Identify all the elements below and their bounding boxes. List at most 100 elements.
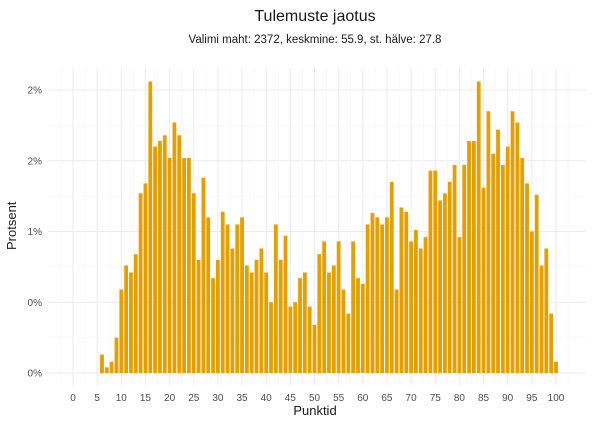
bar [351, 241, 356, 373]
bar [138, 193, 143, 373]
bar [191, 193, 196, 373]
bar [515, 122, 520, 373]
bar [331, 265, 336, 373]
bar [399, 207, 404, 373]
bar [235, 224, 240, 373]
x-tick-label: 95 [526, 393, 538, 404]
bar [167, 157, 172, 373]
bar [505, 146, 510, 373]
bar [288, 306, 293, 373]
x-tick-label: 90 [502, 393, 514, 404]
bar [389, 181, 394, 373]
x-axis-ticks: 0 5 10 15 20 25 30 35 40 45 50 55 60 65 70 75 80 85 90 95 10… [70, 393, 565, 404]
bar [225, 224, 230, 373]
bar [273, 224, 278, 373]
x-tick-label: 25 [188, 393, 200, 404]
bar [158, 140, 162, 373]
x-tick-label: 60 [357, 393, 369, 404]
bar [491, 153, 496, 373]
bar [133, 254, 138, 373]
bar [360, 283, 365, 373]
bar [447, 181, 452, 373]
bar [264, 272, 269, 373]
bar [124, 265, 129, 373]
bar [312, 324, 317, 373]
bar [244, 265, 249, 373]
bar [544, 248, 549, 373]
bar [462, 164, 467, 373]
bar [471, 140, 476, 373]
bar [100, 354, 104, 373]
x-axis-label: Punktid [293, 403, 337, 418]
bar [481, 187, 486, 373]
bar [182, 157, 187, 373]
bar [278, 259, 283, 373]
bar [201, 177, 206, 373]
x-tick-label: 10 [116, 393, 128, 404]
bar [302, 272, 307, 373]
bar [240, 217, 244, 373]
bar [500, 164, 505, 373]
bar [104, 367, 109, 373]
bar [206, 217, 211, 373]
bar [153, 146, 158, 373]
x-tick-label: 5 [94, 393, 100, 404]
bar [172, 122, 177, 373]
bars [100, 81, 558, 373]
y-tick-label: 2% [28, 86, 43, 97]
bar [327, 272, 331, 373]
bar [254, 259, 259, 373]
bar [486, 111, 491, 373]
y-tick-label: 0% [28, 369, 43, 380]
bar [162, 135, 167, 373]
bar [409, 241, 414, 373]
x-tick-label: 100 [548, 393, 565, 404]
x-tick-label: 85 [478, 393, 490, 404]
y-tick-label: 2% [28, 156, 43, 167]
bar [394, 289, 399, 373]
bar [467, 140, 471, 373]
bar [215, 259, 220, 373]
x-tick-label: 40 [261, 393, 273, 404]
bar [404, 211, 409, 373]
x-tick-label: 35 [236, 393, 248, 404]
bar [341, 289, 346, 373]
bar [452, 164, 457, 373]
bar [539, 265, 544, 373]
bar [380, 224, 385, 373]
bar [496, 129, 500, 373]
x-tick-label: 55 [333, 393, 345, 404]
bar [476, 81, 481, 373]
x-tick-label: 70 [406, 393, 418, 404]
bar [554, 361, 558, 373]
bar [423, 237, 428, 373]
bar [529, 231, 534, 373]
x-tick-label: 75 [430, 393, 442, 404]
x-tick-label: 50 [309, 393, 321, 404]
x-tick-label: 45 [285, 393, 297, 404]
x-tick-label: 20 [164, 393, 176, 404]
y-axis-ticks: 0% 0% 1% 2% 2% [28, 86, 43, 380]
bar [114, 337, 119, 373]
y-tick-label: 1% [28, 227, 43, 238]
bar [187, 157, 191, 373]
bar [375, 217, 380, 373]
y-tick-label: 0% [28, 298, 43, 309]
bar [356, 278, 360, 373]
bar [322, 241, 327, 373]
x-tick-label: 15 [140, 393, 152, 404]
bar [230, 248, 235, 373]
x-tick-label: 80 [454, 393, 466, 404]
bar [365, 224, 370, 373]
bar [307, 306, 312, 373]
bar [457, 237, 462, 373]
bar [317, 254, 322, 373]
bar [298, 278, 302, 373]
bar [109, 361, 114, 373]
x-tick-label: 0 [70, 393, 76, 404]
bar [196, 259, 201, 373]
grid-lines [48, 68, 586, 385]
bar [418, 248, 423, 373]
bar [433, 170, 438, 373]
